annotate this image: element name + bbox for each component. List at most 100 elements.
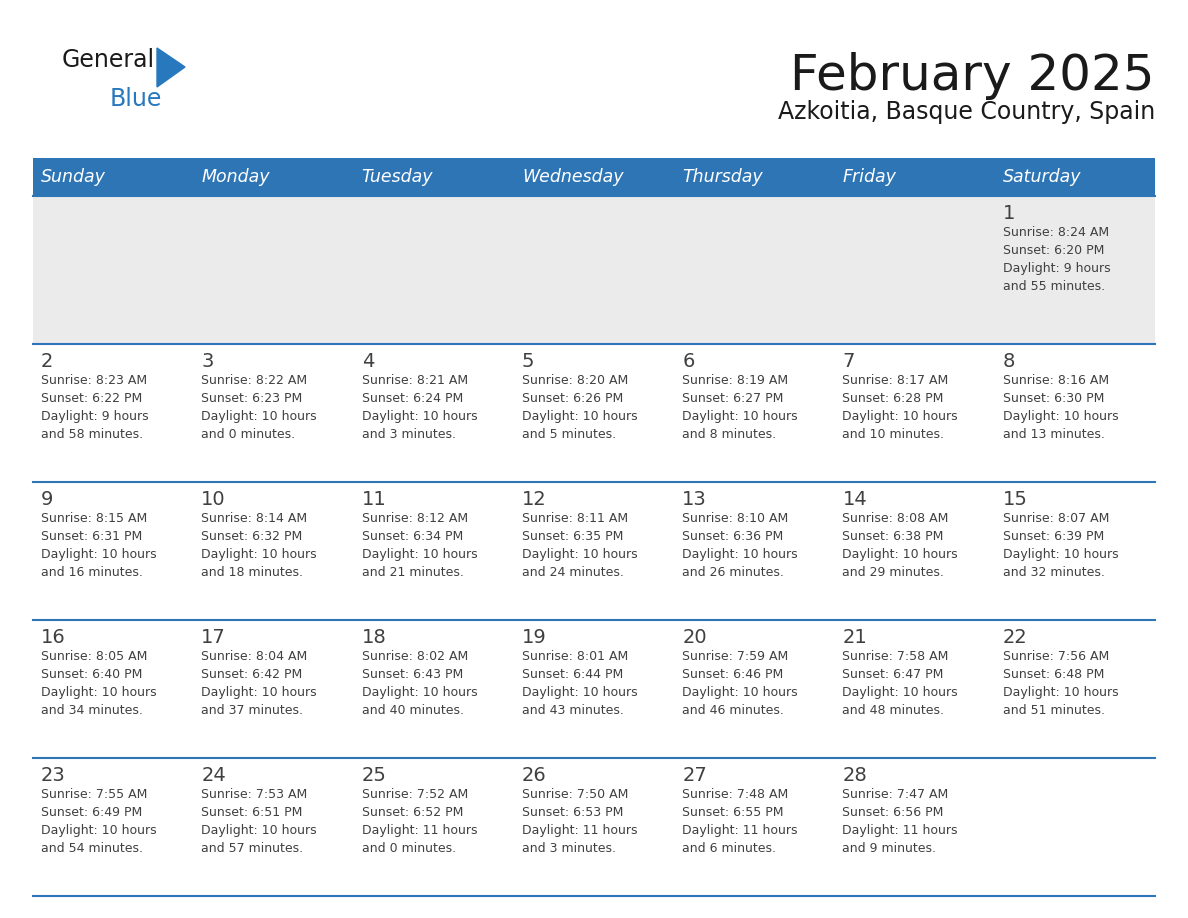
Bar xyxy=(194,344,354,482)
Text: Sunset: 6:23 PM: Sunset: 6:23 PM xyxy=(201,392,303,405)
Text: Friday: Friday xyxy=(842,168,896,186)
Text: and 16 minutes.: and 16 minutes. xyxy=(42,566,143,579)
Text: Sunrise: 8:24 AM: Sunrise: 8:24 AM xyxy=(1003,226,1108,239)
Bar xyxy=(674,758,834,896)
Text: Sunset: 6:53 PM: Sunset: 6:53 PM xyxy=(522,806,624,819)
Text: Sunrise: 8:22 AM: Sunrise: 8:22 AM xyxy=(201,374,308,387)
Bar xyxy=(33,196,194,344)
Text: Sunset: 6:42 PM: Sunset: 6:42 PM xyxy=(201,668,303,681)
Text: Sunset: 6:51 PM: Sunset: 6:51 PM xyxy=(201,806,303,819)
Text: Sunrise: 7:53 AM: Sunrise: 7:53 AM xyxy=(201,788,308,801)
Text: and 32 minutes.: and 32 minutes. xyxy=(1003,566,1105,579)
Text: and 57 minutes.: and 57 minutes. xyxy=(201,842,303,855)
Text: Daylight: 10 hours: Daylight: 10 hours xyxy=(201,410,317,423)
Text: Sunrise: 8:19 AM: Sunrise: 8:19 AM xyxy=(682,374,789,387)
Text: Sunset: 6:46 PM: Sunset: 6:46 PM xyxy=(682,668,783,681)
Text: Sunset: 6:52 PM: Sunset: 6:52 PM xyxy=(361,806,463,819)
Bar xyxy=(674,196,834,344)
Text: Daylight: 10 hours: Daylight: 10 hours xyxy=(42,548,157,561)
Text: Azkoitia, Basque Country, Spain: Azkoitia, Basque Country, Spain xyxy=(778,100,1155,124)
Text: Sunrise: 8:12 AM: Sunrise: 8:12 AM xyxy=(361,512,468,525)
Bar xyxy=(834,344,994,482)
Bar xyxy=(674,620,834,758)
Text: Daylight: 10 hours: Daylight: 10 hours xyxy=(361,686,478,699)
Text: Daylight: 11 hours: Daylight: 11 hours xyxy=(361,824,478,837)
Text: Daylight: 10 hours: Daylight: 10 hours xyxy=(522,686,638,699)
Text: and 51 minutes.: and 51 minutes. xyxy=(1003,704,1105,717)
Text: Sunrise: 7:48 AM: Sunrise: 7:48 AM xyxy=(682,788,789,801)
Text: Daylight: 10 hours: Daylight: 10 hours xyxy=(42,824,157,837)
Bar xyxy=(674,344,834,482)
Text: Sunset: 6:49 PM: Sunset: 6:49 PM xyxy=(42,806,143,819)
Text: Sunset: 6:26 PM: Sunset: 6:26 PM xyxy=(522,392,624,405)
Text: Sunrise: 8:10 AM: Sunrise: 8:10 AM xyxy=(682,512,789,525)
Text: Sunset: 6:32 PM: Sunset: 6:32 PM xyxy=(201,530,303,543)
Text: Sunrise: 8:23 AM: Sunrise: 8:23 AM xyxy=(42,374,147,387)
Bar xyxy=(834,620,994,758)
Text: Tuesday: Tuesday xyxy=(361,168,434,186)
Text: and 40 minutes.: and 40 minutes. xyxy=(361,704,463,717)
Bar xyxy=(194,758,354,896)
Text: Daylight: 10 hours: Daylight: 10 hours xyxy=(201,686,317,699)
Text: and 24 minutes.: and 24 minutes. xyxy=(522,566,624,579)
Text: Sunrise: 7:58 AM: Sunrise: 7:58 AM xyxy=(842,650,949,663)
Text: Daylight: 10 hours: Daylight: 10 hours xyxy=(522,548,638,561)
Bar xyxy=(994,482,1155,620)
Text: Sunrise: 7:47 AM: Sunrise: 7:47 AM xyxy=(842,788,949,801)
Text: Sunrise: 8:20 AM: Sunrise: 8:20 AM xyxy=(522,374,628,387)
Text: 5: 5 xyxy=(522,352,535,371)
Text: and 26 minutes.: and 26 minutes. xyxy=(682,566,784,579)
Text: Saturday: Saturday xyxy=(1003,168,1081,186)
Bar xyxy=(194,196,354,344)
Text: Sunrise: 8:16 AM: Sunrise: 8:16 AM xyxy=(1003,374,1108,387)
Bar xyxy=(834,758,994,896)
Text: and 8 minutes.: and 8 minutes. xyxy=(682,428,776,441)
Text: and 58 minutes.: and 58 minutes. xyxy=(42,428,143,441)
Text: Sunset: 6:44 PM: Sunset: 6:44 PM xyxy=(522,668,624,681)
Bar xyxy=(674,482,834,620)
Text: Sunset: 6:31 PM: Sunset: 6:31 PM xyxy=(42,530,143,543)
Bar xyxy=(354,620,514,758)
Bar xyxy=(514,158,674,196)
Text: Sunset: 6:43 PM: Sunset: 6:43 PM xyxy=(361,668,463,681)
Text: Daylight: 9 hours: Daylight: 9 hours xyxy=(1003,262,1111,275)
Text: 24: 24 xyxy=(201,766,226,785)
Text: Daylight: 10 hours: Daylight: 10 hours xyxy=(842,686,958,699)
Text: and 46 minutes.: and 46 minutes. xyxy=(682,704,784,717)
Text: and 21 minutes.: and 21 minutes. xyxy=(361,566,463,579)
Text: Sunrise: 8:14 AM: Sunrise: 8:14 AM xyxy=(201,512,308,525)
Text: 7: 7 xyxy=(842,352,855,371)
Text: and 48 minutes.: and 48 minutes. xyxy=(842,704,944,717)
Text: Sunset: 6:55 PM: Sunset: 6:55 PM xyxy=(682,806,784,819)
Text: and 6 minutes.: and 6 minutes. xyxy=(682,842,776,855)
Text: Sunrise: 8:02 AM: Sunrise: 8:02 AM xyxy=(361,650,468,663)
Text: Daylight: 11 hours: Daylight: 11 hours xyxy=(522,824,637,837)
Text: 21: 21 xyxy=(842,628,867,647)
Text: Sunset: 6:35 PM: Sunset: 6:35 PM xyxy=(522,530,624,543)
Text: Sunrise: 7:56 AM: Sunrise: 7:56 AM xyxy=(1003,650,1108,663)
Text: 14: 14 xyxy=(842,490,867,509)
Bar xyxy=(994,620,1155,758)
Bar xyxy=(674,158,834,196)
Text: Daylight: 11 hours: Daylight: 11 hours xyxy=(682,824,797,837)
Bar xyxy=(194,482,354,620)
Text: Daylight: 10 hours: Daylight: 10 hours xyxy=(1003,548,1118,561)
Text: Sunset: 6:36 PM: Sunset: 6:36 PM xyxy=(682,530,783,543)
Text: Sunrise: 8:21 AM: Sunrise: 8:21 AM xyxy=(361,374,468,387)
Text: Daylight: 10 hours: Daylight: 10 hours xyxy=(682,548,798,561)
Text: 26: 26 xyxy=(522,766,546,785)
Text: Sunset: 6:22 PM: Sunset: 6:22 PM xyxy=(42,392,143,405)
Text: Sunrise: 8:17 AM: Sunrise: 8:17 AM xyxy=(842,374,949,387)
Bar xyxy=(514,758,674,896)
Bar xyxy=(33,482,194,620)
Bar xyxy=(33,344,194,482)
Text: Daylight: 10 hours: Daylight: 10 hours xyxy=(682,410,798,423)
Bar xyxy=(834,158,994,196)
Bar xyxy=(994,758,1155,896)
Bar xyxy=(994,196,1155,344)
Bar xyxy=(514,344,674,482)
Text: Sunrise: 8:07 AM: Sunrise: 8:07 AM xyxy=(1003,512,1110,525)
Text: 28: 28 xyxy=(842,766,867,785)
Text: 27: 27 xyxy=(682,766,707,785)
Text: Sunset: 6:34 PM: Sunset: 6:34 PM xyxy=(361,530,463,543)
